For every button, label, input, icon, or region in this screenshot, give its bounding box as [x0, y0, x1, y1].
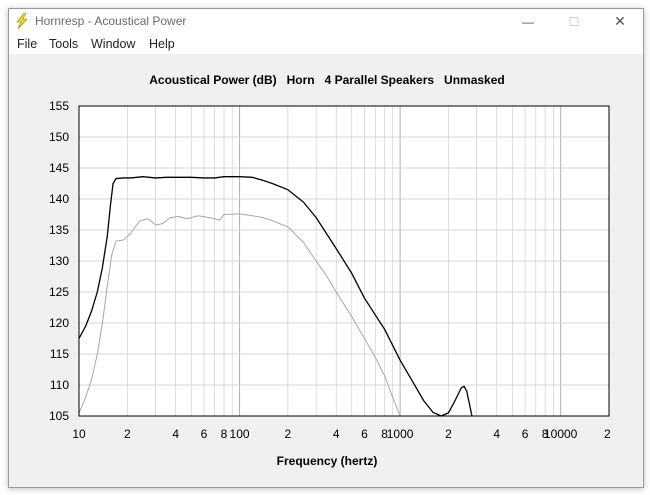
acoustical-power-chart: Acoustical Power (dB) Horn 4 Parallel Sp… [49, 73, 611, 468]
y-tick-label: 155 [49, 99, 69, 113]
y-tick-label: 145 [49, 161, 69, 175]
y-tick-label: 110 [50, 378, 69, 392]
minimize-icon: — [522, 14, 534, 29]
x-tick-label: 1000 [387, 427, 414, 441]
plot-frame [78, 105, 610, 417]
y-tick-label: 120 [49, 316, 69, 330]
data-series [78, 176, 473, 417]
x-tick-label: 6 [361, 427, 368, 441]
menu-file[interactable]: File [17, 37, 38, 51]
title-bar[interactable]: Hornresp - Acoustical Power — ☐ ✕ [9, 9, 643, 34]
y-tick-label: 105 [49, 409, 69, 423]
close-icon: ✕ [614, 13, 626, 29]
y-axis-ticks: 105 110 115 120 125 130 135 140 145 150 155 [49, 99, 69, 423]
x-tick-label: 100 [230, 427, 250, 441]
y-tick-label: 130 [49, 254, 69, 268]
menu-window[interactable]: Window [91, 37, 136, 51]
x-tick-label: 4 [333, 427, 340, 441]
chart-title: Acoustical Power (dB) Horn 4 Parallel Sp… [149, 73, 504, 87]
plot-area: Acoustical Power (dB) Horn 4 Parallel Sp… [9, 54, 643, 487]
y-tick-label: 115 [50, 347, 69, 361]
x-tick-label: 2 [445, 427, 452, 441]
grid-lines [78, 105, 610, 417]
x-tick-label: 2 [285, 427, 292, 441]
x-tick-label: 2 [124, 427, 131, 441]
y-tick-label: 150 [49, 130, 69, 144]
minimize-button[interactable]: — [505, 9, 551, 34]
x-tick-label: 10 [72, 427, 86, 441]
x-tick-label: 4 [172, 427, 179, 441]
x-tick-label: 8 [542, 427, 549, 441]
x-tick-label: 8 [381, 427, 388, 441]
maximize-button[interactable]: ☐ [551, 9, 597, 34]
x-tick-label: 6 [201, 427, 208, 441]
x-tick-label: 10000 [544, 427, 578, 441]
x-tick-label: 6 [522, 427, 529, 441]
x-tick-label: 8 [221, 427, 228, 441]
menu-bar: File Tools Window Help [9, 34, 643, 54]
app-window: Hornresp - Acoustical Power — ☐ ✕ File T… [8, 8, 644, 488]
menu-tools[interactable]: Tools [49, 37, 79, 51]
window-title: Hornresp - Acoustical Power [35, 14, 187, 28]
y-tick-label: 140 [49, 192, 69, 206]
y-tick-label: 135 [49, 223, 69, 237]
menu-help[interactable]: Help [149, 37, 175, 51]
lightning-bolt-icon [16, 13, 28, 29]
x-tick-label: 4 [493, 427, 500, 441]
y-tick-label: 125 [49, 285, 69, 299]
x-tick-label: 2 [604, 427, 611, 441]
x-axis-label: Frequency (hertz) [277, 454, 378, 468]
maximize-icon: ☐ [568, 14, 580, 29]
close-button[interactable]: ✕ [597, 9, 643, 34]
series-line-secondary [78, 213, 401, 417]
series-line-primary [78, 176, 473, 417]
